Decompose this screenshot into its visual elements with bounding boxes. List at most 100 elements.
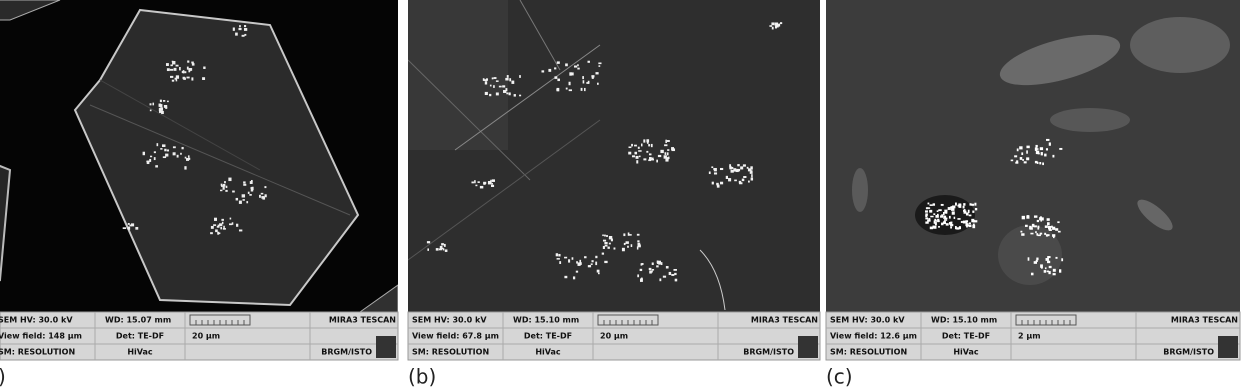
speck bbox=[259, 194, 261, 198]
speck bbox=[780, 22, 783, 25]
speck bbox=[972, 210, 975, 213]
speck bbox=[187, 60, 190, 63]
speck bbox=[1052, 234, 1056, 237]
speck bbox=[938, 220, 940, 222]
speck bbox=[264, 194, 267, 198]
speck bbox=[1026, 150, 1028, 154]
speck bbox=[474, 180, 476, 184]
speck bbox=[969, 203, 972, 206]
speck bbox=[958, 203, 962, 206]
speck bbox=[929, 209, 933, 213]
speck bbox=[471, 181, 474, 184]
speck bbox=[444, 249, 448, 252]
speck bbox=[584, 256, 587, 259]
speck bbox=[641, 262, 644, 265]
speck bbox=[217, 231, 220, 235]
speck bbox=[930, 215, 934, 218]
speck bbox=[623, 242, 626, 246]
speck bbox=[1027, 215, 1029, 219]
speck bbox=[153, 151, 156, 154]
speck bbox=[219, 223, 223, 227]
speck bbox=[935, 220, 938, 222]
speck bbox=[127, 223, 130, 225]
speck bbox=[554, 76, 558, 79]
speck bbox=[637, 244, 641, 248]
speck bbox=[943, 220, 946, 224]
speck bbox=[221, 221, 224, 225]
speck bbox=[180, 152, 182, 155]
speck bbox=[572, 276, 576, 280]
speck bbox=[1048, 265, 1052, 269]
lab: BRGM/ISTO bbox=[321, 348, 372, 357]
speck bbox=[728, 178, 732, 182]
speck bbox=[582, 80, 585, 84]
speck bbox=[439, 245, 443, 250]
speck bbox=[1033, 261, 1037, 264]
speck bbox=[1016, 148, 1019, 152]
speck bbox=[646, 139, 650, 143]
speck bbox=[442, 248, 445, 251]
speck bbox=[1052, 268, 1056, 272]
speck bbox=[1040, 219, 1043, 222]
speck bbox=[932, 203, 936, 206]
speck bbox=[1043, 270, 1047, 273]
speck bbox=[639, 278, 643, 282]
speck bbox=[774, 22, 779, 26]
speck bbox=[217, 224, 220, 228]
speck bbox=[246, 201, 249, 204]
speck bbox=[958, 226, 961, 230]
logo bbox=[798, 336, 818, 358]
speck bbox=[508, 92, 511, 96]
speck bbox=[122, 227, 127, 230]
speck bbox=[163, 104, 168, 108]
speck bbox=[1061, 258, 1064, 262]
speck bbox=[963, 210, 967, 214]
speck bbox=[950, 226, 952, 229]
speck bbox=[665, 158, 669, 162]
speck bbox=[948, 222, 952, 225]
speck bbox=[1041, 217, 1044, 221]
wd: WD: 15.10 mm bbox=[513, 316, 579, 325]
speck bbox=[573, 65, 578, 68]
speck bbox=[1055, 256, 1058, 259]
speck bbox=[1035, 150, 1040, 155]
speck bbox=[435, 248, 439, 251]
speck bbox=[170, 64, 173, 67]
wd: WD: 15.07 mm bbox=[105, 316, 171, 325]
speck bbox=[495, 80, 499, 82]
speck bbox=[169, 68, 174, 71]
panel-label: (a) bbox=[0, 365, 6, 387]
speck bbox=[568, 81, 571, 86]
speck bbox=[176, 154, 179, 158]
speck bbox=[1020, 230, 1023, 233]
speck bbox=[160, 148, 163, 150]
speck bbox=[597, 82, 599, 85]
speck bbox=[441, 247, 444, 250]
speck bbox=[925, 215, 928, 218]
speck bbox=[1035, 148, 1039, 150]
speck bbox=[963, 209, 965, 212]
speck bbox=[173, 67, 177, 71]
speck bbox=[748, 180, 750, 183]
speck bbox=[725, 175, 728, 179]
speck bbox=[241, 34, 245, 37]
speck bbox=[587, 60, 590, 63]
speck bbox=[511, 80, 515, 84]
speck bbox=[929, 204, 933, 206]
speck bbox=[235, 32, 238, 36]
speck bbox=[641, 143, 643, 147]
speck bbox=[564, 275, 568, 279]
speck bbox=[972, 219, 975, 223]
speck bbox=[606, 234, 608, 238]
speck bbox=[674, 278, 678, 282]
wd: WD: 15.10 mm bbox=[931, 316, 997, 325]
speck bbox=[220, 183, 223, 186]
speck bbox=[713, 172, 718, 175]
hv: SEM HV: 30.0 kV bbox=[0, 316, 73, 325]
speck bbox=[1036, 233, 1039, 236]
panel-label: (c) bbox=[826, 365, 853, 387]
speck bbox=[648, 153, 652, 156]
speck bbox=[174, 77, 177, 80]
speck bbox=[426, 241, 431, 244]
speck bbox=[667, 156, 670, 160]
